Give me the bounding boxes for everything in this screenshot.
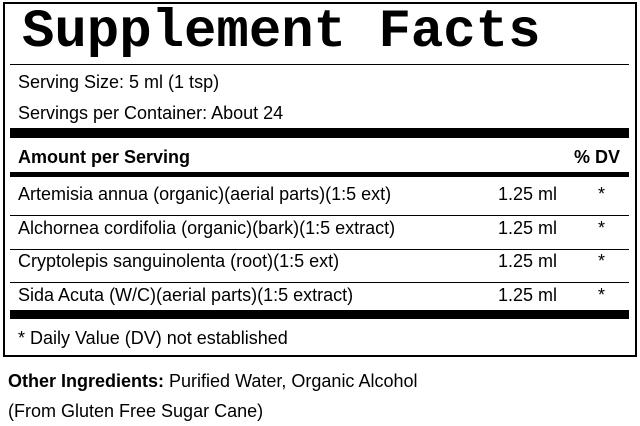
thick-divider [10, 128, 629, 138]
title: Supplement Facts [22, 2, 541, 63]
footnote: * Daily Value (DV) not established [18, 328, 288, 348]
ingredient-name: Alchornea cordifolia (organic)(bark)(1:5… [18, 217, 396, 238]
row-divider [10, 215, 629, 216]
facts-box [3, 2, 637, 357]
other-ingredients: Other Ingredients: Purified Water, Organ… [8, 366, 438, 426]
ingredient-dv: * [598, 184, 606, 204]
serving-size: Serving Size: 5 ml (1 tsp) [18, 72, 220, 92]
ingredient-name: Cryptolepis sanguinolenta (root)(1:5 ext… [18, 251, 340, 271]
servings-per-container: Servings per Container: About 24 [18, 103, 284, 123]
other-label: Other Ingredients: [8, 371, 165, 391]
divider [10, 64, 629, 65]
ingredient-amount: 1.25 ml [498, 217, 558, 238]
other-text: Purified Water, Organic Alcohol (From Gl… [8, 371, 418, 421]
ingredient-dv: * [598, 217, 606, 238]
ingredient-amount: 1.25 ml [498, 284, 558, 305]
amount-header: Amount per Serving [18, 147, 191, 167]
ingredient-amount: 1.25 ml [498, 251, 558, 271]
row-divider [10, 248, 629, 250]
ingredient-amount: 1.25 ml [498, 184, 558, 204]
dv-header: % DV [574, 147, 621, 167]
row-divider [10, 282, 629, 283]
ingredient-dv: * [598, 284, 606, 305]
thick-divider [10, 310, 629, 319]
ingredient-name: Sida Acuta (W/C)(aerial parts)(1:5 extra… [18, 284, 354, 305]
medium-divider [10, 172, 629, 177]
ingredient-name: Artemisia annua (organic)(aerial parts)(… [18, 184, 392, 204]
ingredient-dv: * [598, 251, 606, 271]
